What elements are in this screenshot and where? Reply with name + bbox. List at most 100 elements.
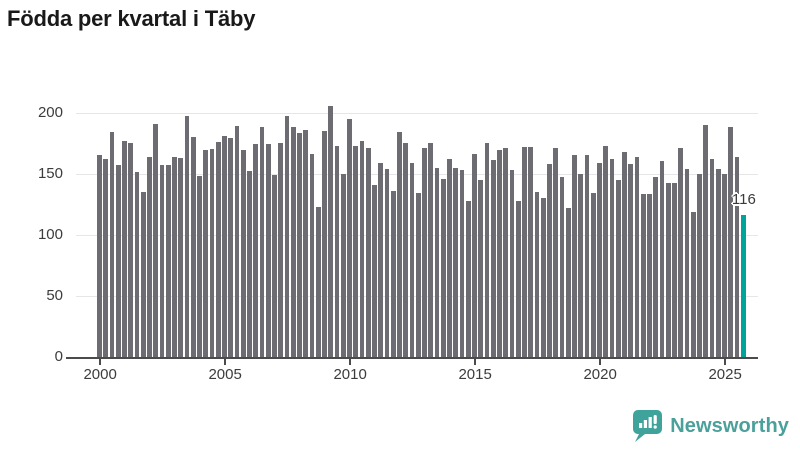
bar bbox=[272, 174, 277, 357]
bar bbox=[328, 106, 334, 357]
bar bbox=[534, 192, 540, 357]
bar bbox=[722, 173, 727, 357]
bar bbox=[584, 155, 590, 357]
x-axis-label: 2020 bbox=[583, 366, 617, 383]
bar bbox=[284, 116, 290, 357]
newsworthy-wordmark: Newsworthy bbox=[670, 415, 789, 437]
bar bbox=[322, 130, 327, 357]
x-axis-label: 2000 bbox=[83, 366, 117, 383]
bar bbox=[122, 140, 127, 357]
bar bbox=[197, 176, 202, 357]
gridline-200 bbox=[76, 112, 758, 114]
bar bbox=[97, 155, 102, 357]
x-axis-tick bbox=[724, 359, 727, 365]
bar bbox=[353, 145, 359, 357]
bar bbox=[578, 173, 584, 357]
bar bbox=[640, 194, 646, 357]
bar bbox=[347, 118, 352, 357]
bar bbox=[440, 178, 446, 357]
bar bbox=[247, 171, 252, 357]
bar bbox=[590, 193, 596, 357]
bar bbox=[540, 198, 546, 357]
bar bbox=[309, 154, 315, 357]
bar bbox=[465, 200, 471, 357]
bar bbox=[215, 141, 221, 357]
x-axis-tick bbox=[224, 359, 227, 365]
bar bbox=[603, 145, 609, 357]
bar bbox=[390, 190, 396, 357]
x-axis-tick bbox=[599, 359, 602, 365]
bar bbox=[615, 179, 621, 357]
y-axis-label: 50 bbox=[46, 286, 63, 304]
bar bbox=[297, 133, 302, 357]
bar bbox=[378, 162, 384, 357]
bar bbox=[678, 148, 684, 357]
bar bbox=[365, 148, 371, 357]
bar bbox=[340, 173, 346, 357]
bar bbox=[697, 173, 702, 357]
bar bbox=[253, 144, 259, 357]
bar bbox=[672, 183, 677, 357]
bar bbox=[684, 168, 690, 357]
highlighted-bar bbox=[740, 215, 746, 357]
page-title: Födda per kvartal i Täby bbox=[7, 6, 256, 31]
newsworthy-logo[interactable]: Newsworthy bbox=[632, 410, 789, 443]
bar bbox=[484, 143, 490, 357]
bar bbox=[703, 124, 709, 357]
x-axis-label: 2010 bbox=[333, 366, 367, 383]
bar bbox=[172, 156, 177, 357]
bar bbox=[240, 150, 246, 357]
bar bbox=[428, 143, 434, 357]
bar bbox=[372, 184, 377, 357]
bar bbox=[609, 159, 615, 357]
bar bbox=[447, 159, 452, 357]
bar bbox=[715, 168, 721, 357]
newsworthy-chart-bubble-icon bbox=[633, 410, 663, 442]
bar bbox=[153, 123, 159, 357]
x-axis-tick bbox=[99, 359, 102, 365]
bar bbox=[434, 167, 440, 357]
bar bbox=[709, 159, 715, 357]
bar bbox=[334, 145, 340, 357]
bar bbox=[184, 116, 190, 357]
bar bbox=[472, 154, 477, 357]
bar bbox=[178, 157, 184, 357]
bar bbox=[647, 194, 652, 357]
bar bbox=[634, 156, 640, 357]
x-axis-line bbox=[66, 357, 758, 359]
bar bbox=[115, 165, 121, 357]
bar bbox=[259, 127, 265, 357]
bar bbox=[222, 135, 227, 357]
bar bbox=[147, 156, 152, 357]
x-axis-label: 2025 bbox=[708, 366, 742, 383]
bar bbox=[459, 170, 465, 357]
bar bbox=[290, 127, 296, 357]
bar bbox=[553, 148, 559, 357]
bar bbox=[234, 126, 240, 357]
bar bbox=[528, 146, 534, 357]
bar bbox=[653, 177, 659, 357]
x-axis-label: 2005 bbox=[208, 366, 242, 383]
bar bbox=[228, 138, 234, 357]
bar bbox=[403, 143, 409, 357]
bar-value-label: 116 bbox=[731, 191, 756, 209]
y-axis-label: 100 bbox=[37, 225, 63, 243]
bar bbox=[409, 162, 415, 357]
y-axis-label: 0 bbox=[54, 348, 63, 365]
bar bbox=[359, 140, 365, 357]
bar bbox=[109, 132, 115, 357]
x-axis-tick bbox=[349, 359, 352, 365]
bar bbox=[303, 129, 309, 357]
bar bbox=[690, 211, 696, 357]
bar bbox=[628, 163, 634, 357]
bar bbox=[209, 149, 215, 357]
bar bbox=[422, 148, 427, 357]
bar bbox=[734, 156, 740, 357]
bar bbox=[565, 207, 571, 357]
bar bbox=[515, 200, 521, 357]
y-axis-label: 150 bbox=[37, 164, 63, 182]
bar bbox=[509, 170, 515, 357]
bar bbox=[453, 167, 459, 357]
bar bbox=[140, 192, 146, 357]
